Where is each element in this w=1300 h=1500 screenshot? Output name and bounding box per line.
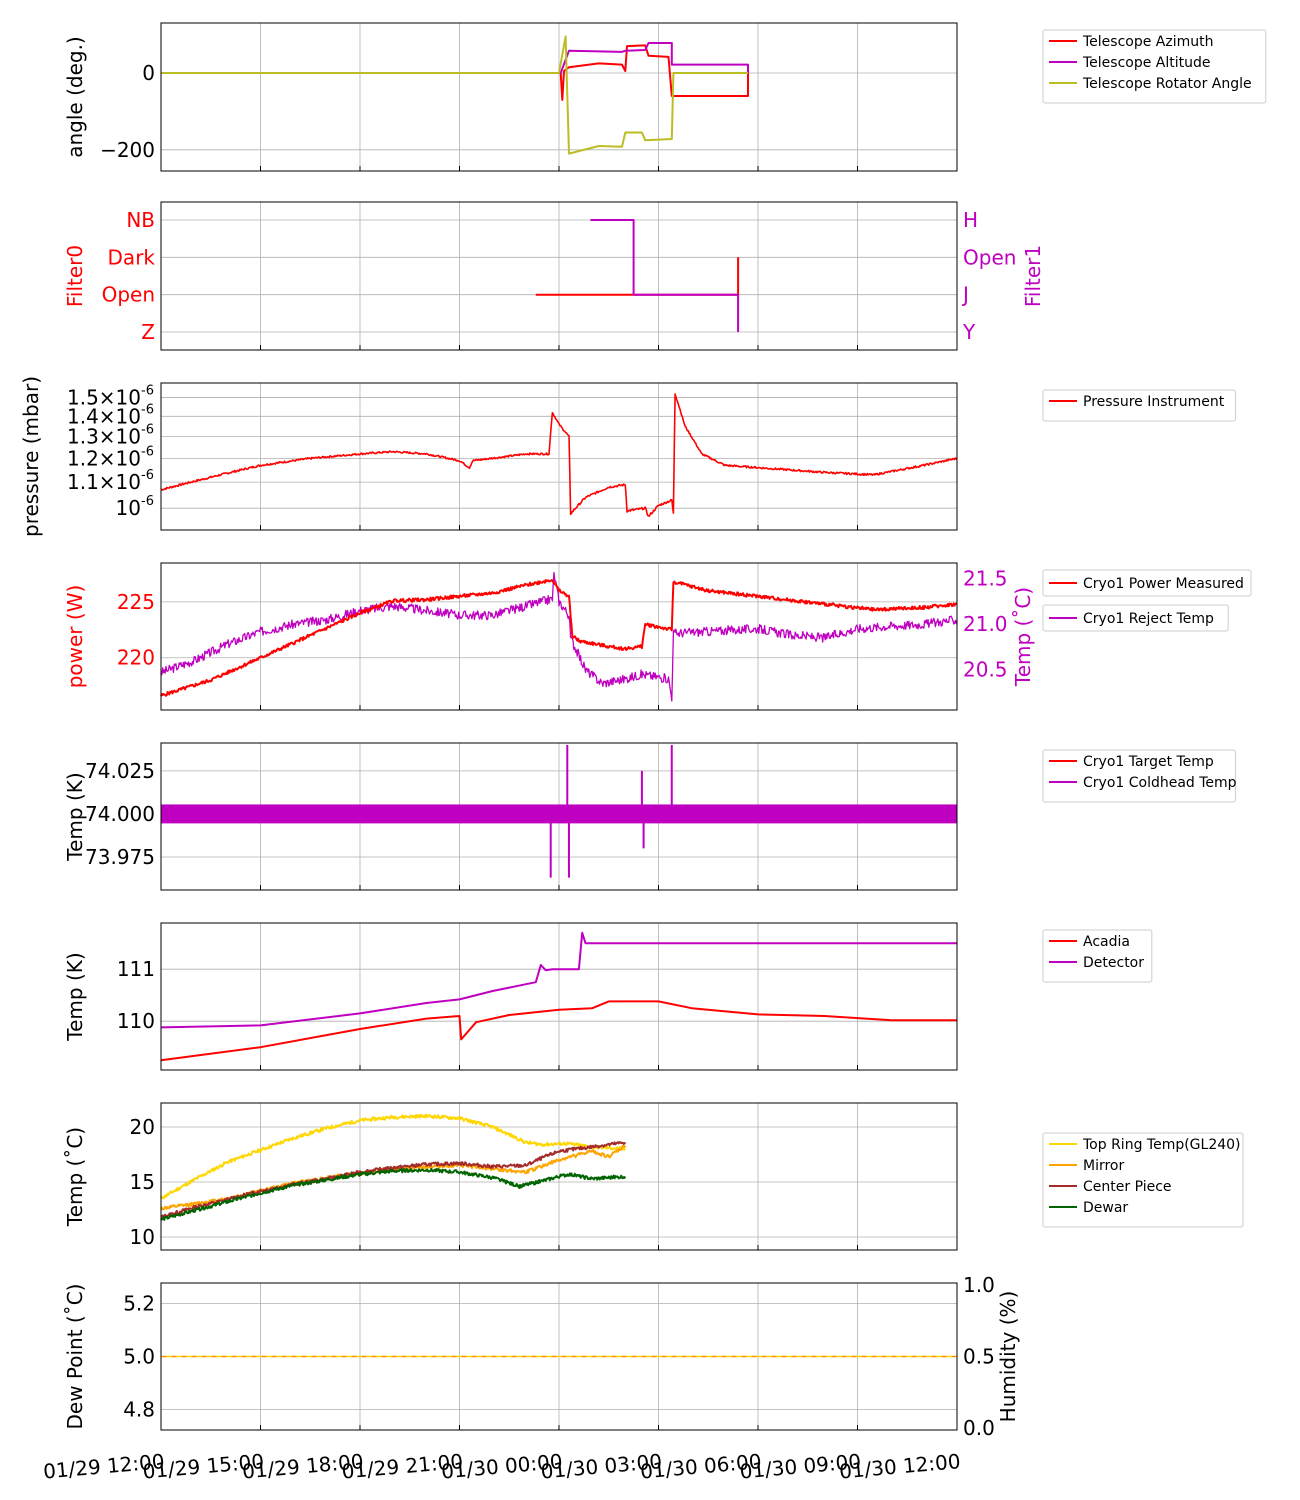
legend-entry: Mirror [1083,1158,1124,1174]
series-line [160,571,958,702]
y-tick-label: 111 [117,957,155,981]
y-tick-label-right: Open [963,245,1016,269]
series-line [535,257,740,296]
legend-box [1042,929,1153,983]
y-tick-label: 110 [117,1009,155,1033]
legend-entry: Telescope Azimuth [1082,34,1213,50]
y-tick-label: 73.975 [85,845,155,869]
series-line [590,219,740,332]
series-line [160,1000,957,1062]
legend-box [1042,604,1229,632]
legend-box [1042,389,1236,422]
series-line [161,42,749,74]
y-tick-label: 0 [142,61,155,85]
legend-entry: Dewar [1083,1200,1128,1216]
legend-entry: Cryo1 Reject Temp [1083,611,1214,627]
series-line [161,35,748,155]
y-tick-exponent: -6 [141,383,154,398]
y-tick-label-left: NB [126,208,155,232]
legend-box [1042,1132,1244,1228]
y-tick-label-right: 0.0 [963,1416,995,1440]
series-line [160,1141,627,1219]
y-tick-label: 1.2×10 [67,446,141,470]
y-tick-label-right: 21.5 [963,567,1008,591]
y-axis-label: Temp (˚C) [63,1127,87,1227]
series-line [161,44,749,101]
legend-box [1042,569,1252,597]
legend-entry: Detector [1083,955,1144,971]
y-tick-label-right: Y [962,320,976,344]
y-tick-label-right: 21.0 [963,612,1008,636]
y-axis-label: Temp (K) [63,772,87,861]
y-tick-label: 1.3×10 [67,425,141,449]
y-tick-label: 1.5×10 [67,385,141,409]
y-tick-exponent: -6 [141,494,154,509]
y-axis-label-right: Humidity (%) [996,1291,1020,1423]
y-tick-label-left: Open [102,283,155,307]
legend-entry: Cryo1 Power Measured [1083,576,1244,592]
y-axis-label-right: Filter1 [1021,245,1045,307]
y-tick-exponent: -6 [141,444,154,459]
legend-entry: Center Piece [1083,1179,1172,1195]
series-band [161,804,957,824]
y-tick-label-left: 225 [117,590,155,614]
y-tick-label-left: Dark [108,245,156,269]
legend-entry: Telescope Rotator Angle [1082,76,1252,92]
y-tick-label: 1.4×10 [67,404,141,428]
y-tick-label: 74.025 [85,759,155,783]
y-tick-exponent: -6 [141,468,154,483]
y-axis-label: Filter0 [63,245,87,307]
y-tick-label: 15 [130,1170,155,1194]
y-tick-label: 10 [116,496,141,520]
legend-entry: Cryo1 Target Temp [1083,754,1214,770]
legend-box [1042,29,1267,104]
legend-entry: Pressure Instrument [1083,394,1225,410]
legend-entry: Cryo1 Coldhead Temp [1083,775,1237,791]
y-tick-label-left: Z [141,320,155,344]
y-tick-label-right: 1.0 [963,1273,995,1297]
y-tick-label: 4.8 [123,1397,155,1421]
y-axis-label: pressure (mbar) [19,376,43,537]
y-tick-label-right: 20.5 [963,658,1008,682]
legend-entry: Telescope Altitude [1082,55,1211,71]
y-axis-label: angle (deg.) [63,36,87,158]
series-line [160,579,958,697]
y-axis-label: Dew Point (˚C) [63,1283,87,1429]
y-tick-label: −200 [100,138,155,162]
y-tick-label-right: 0.5 [963,1345,995,1369]
y-tick-label: 10 [130,1225,155,1249]
y-tick-label-right: H [963,208,978,232]
y-tick-label: 5.0 [123,1345,155,1369]
y-tick-exponent: -6 [141,402,154,417]
y-tick-label: 74.000 [85,802,155,826]
y-tick-label: 20 [130,1115,155,1139]
legend-entry: Top Ring Temp(GL240) [1082,1137,1241,1153]
series-line [160,393,958,517]
y-tick-label-right: J [961,283,969,307]
y-tick-label-left: 220 [117,646,155,670]
y-axis-label-right: Temp (˚C) [1011,587,1035,687]
y-tick-exponent: -6 [141,423,154,438]
legend-box [1042,749,1236,803]
series-line [160,931,957,1029]
series-line [160,1167,627,1221]
series-line [160,1113,626,1200]
y-axis-label: power (W) [63,585,87,689]
y-axis-label: Temp (K) [63,952,87,1041]
y-tick-label: 5.2 [123,1292,155,1316]
y-tick-label: 1.1×10 [67,470,141,494]
legend-entry: Acadia [1083,934,1130,950]
